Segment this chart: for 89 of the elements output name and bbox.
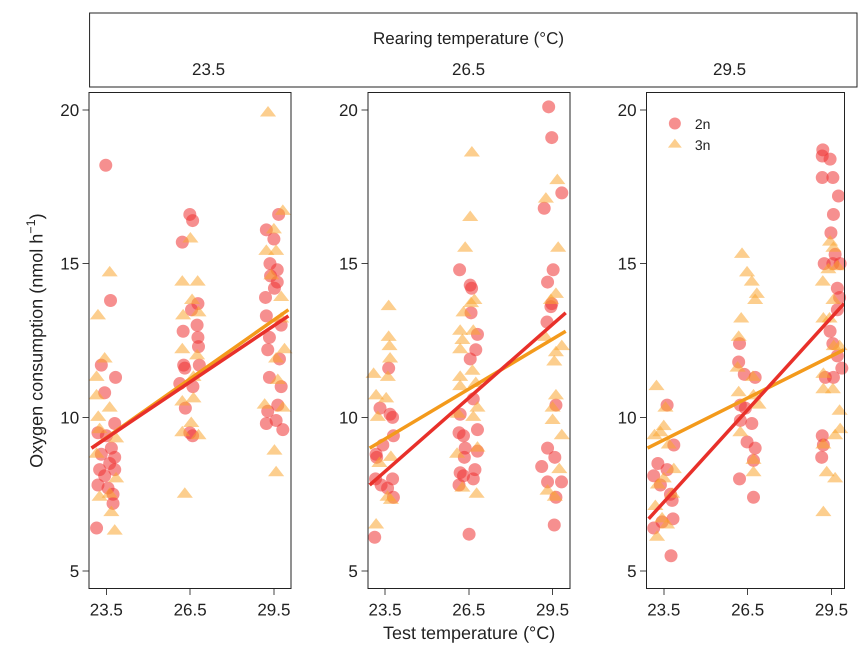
x-tick-label: 29.5 — [257, 600, 290, 620]
point — [190, 318, 204, 332]
point — [816, 171, 829, 184]
point — [535, 460, 548, 474]
chart-title: 29.5 — [713, 60, 746, 79]
point — [104, 294, 118, 308]
point — [192, 340, 205, 354]
point — [386, 472, 400, 486]
y-tick-label: 20 — [338, 100, 358, 120]
point — [824, 324, 837, 338]
x-tick-label: 26.5 — [174, 600, 207, 620]
point — [541, 475, 554, 488]
y-tick-label: 5 — [627, 562, 637, 582]
y-tick-label: 15 — [60, 254, 80, 274]
point — [469, 343, 482, 356]
y-tick-label: 5 — [348, 562, 358, 582]
point — [745, 417, 758, 430]
point — [664, 549, 678, 562]
point — [541, 276, 554, 289]
x-tick-label: 29.5 — [536, 600, 570, 620]
point — [98, 469, 112, 482]
point — [267, 232, 280, 246]
x-tick-label: 23.5 — [647, 600, 680, 620]
point — [548, 450, 562, 464]
point — [546, 263, 560, 276]
y-tick-label: 15 — [618, 254, 637, 274]
point — [186, 214, 200, 228]
point — [106, 496, 120, 510]
point — [176, 324, 190, 338]
point — [260, 309, 273, 322]
point — [470, 423, 484, 436]
point — [90, 522, 104, 535]
legend-label: 3n — [694, 137, 710, 154]
x-tick-label: 26.5 — [731, 600, 764, 620]
point — [835, 362, 848, 375]
y-tick-label: 20 — [618, 100, 637, 120]
point — [824, 152, 837, 166]
point — [260, 417, 273, 430]
point — [548, 518, 561, 532]
point — [826, 208, 840, 221]
point — [276, 423, 290, 436]
point — [453, 263, 466, 276]
point — [815, 450, 828, 464]
point — [109, 370, 122, 384]
chart-title: 23.5 — [192, 60, 226, 79]
point — [555, 475, 568, 488]
point — [386, 410, 400, 424]
x-tick-label: 29.5 — [814, 600, 848, 620]
point — [651, 456, 664, 470]
point — [261, 343, 274, 356]
point — [465, 282, 478, 295]
text: Rearing temperature (°C) — [373, 29, 564, 48]
y-tick-label: 10 — [618, 408, 637, 428]
y-tick-label: 5 — [70, 562, 80, 582]
point — [538, 202, 551, 215]
legend-label: 2n — [694, 116, 710, 132]
point — [178, 362, 192, 375]
point — [647, 469, 660, 482]
x-tick-label: 23.5 — [90, 600, 123, 620]
x-tick-label: 26.5 — [452, 600, 486, 620]
point — [464, 352, 477, 366]
point — [259, 290, 272, 304]
x-axis-title: Test temperature (°C) — [383, 623, 556, 643]
point — [746, 490, 760, 504]
point — [826, 370, 840, 384]
point — [541, 442, 554, 455]
point — [268, 282, 281, 295]
point — [555, 186, 568, 200]
point — [545, 131, 558, 144]
y-tick-label: 10 — [60, 408, 80, 428]
point — [368, 530, 382, 544]
chart-title: 26.5 — [452, 60, 486, 79]
point — [832, 190, 845, 202]
x-tick-label: 23.5 — [368, 600, 402, 620]
point — [262, 330, 276, 344]
point — [108, 417, 122, 430]
point — [462, 528, 476, 541]
y-tick-label: 20 — [60, 100, 80, 120]
point — [826, 171, 840, 184]
point — [733, 472, 746, 486]
point — [457, 429, 470, 442]
point — [99, 158, 112, 172]
point — [824, 226, 838, 240]
point — [466, 472, 480, 486]
y-tick-label: 15 — [338, 254, 358, 274]
point — [542, 100, 556, 114]
point — [91, 478, 104, 492]
point — [748, 442, 762, 455]
y-tick-label: 10 — [338, 408, 358, 428]
